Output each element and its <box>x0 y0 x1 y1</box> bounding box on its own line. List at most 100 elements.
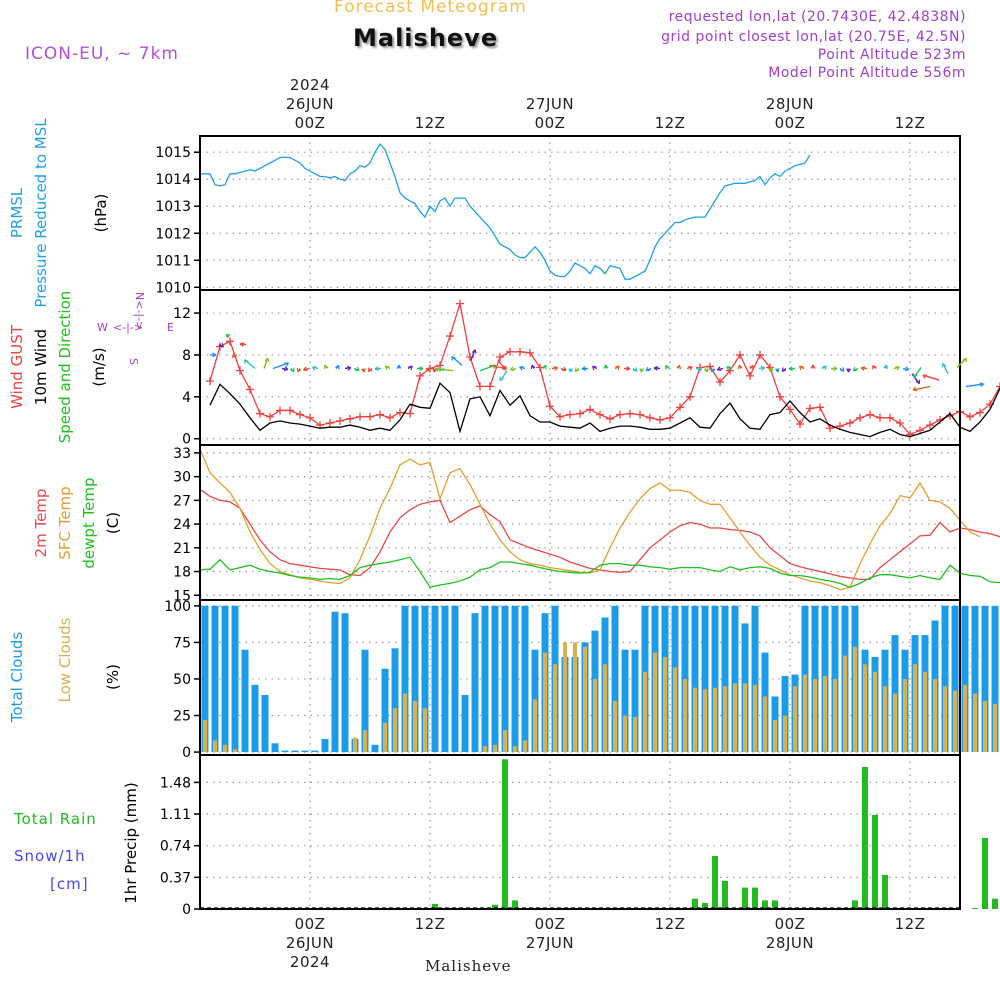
series-low-clouds-bar <box>703 689 707 753</box>
gust-marker <box>586 405 594 414</box>
series-total-clouds-bar <box>691 605 699 752</box>
time-grid <box>309 136 911 909</box>
y-tick-label: 1013 <box>155 199 191 215</box>
time-label: 27JUN <box>526 934 574 952</box>
series-total-clouds-bar <box>401 605 409 752</box>
wind-arrow <box>435 368 454 372</box>
gust-marker <box>626 409 634 418</box>
gust-marker <box>876 413 884 422</box>
wind-arrow <box>942 363 949 375</box>
wind-arrow-head <box>922 374 928 379</box>
gust-marker <box>456 299 464 308</box>
series-total-clouds-bar <box>491 605 499 752</box>
wind-arrow-head <box>434 367 440 372</box>
gust-marker <box>476 382 484 391</box>
series-low-clouds-bar <box>393 708 397 753</box>
wind-arrow-head <box>419 366 424 372</box>
wind-arrow-head <box>509 366 515 371</box>
series-low-clouds-bar <box>843 655 847 753</box>
wind-arrow-head <box>384 365 390 371</box>
wind-arrow-head <box>355 366 360 372</box>
gust-marker <box>366 412 374 421</box>
time-label: 26JUN <box>286 934 334 952</box>
wind-arrow-head <box>615 365 620 370</box>
wind-arrow-head <box>665 364 670 370</box>
gust-marker <box>446 332 454 341</box>
series-total-clouds-bar <box>281 750 289 753</box>
total-clouds-label: Total Clouds <box>8 632 26 724</box>
wind-arrow <box>965 383 984 388</box>
wind-arrow-head <box>962 357 967 363</box>
y-tick-label: 1010 <box>155 280 191 296</box>
series-total-clouds-bar <box>331 611 339 753</box>
wind-arrow-head <box>810 364 816 369</box>
wind-arrow-head <box>502 365 507 371</box>
series-low-clouds-bar <box>973 693 977 753</box>
series-low-clouds-bar <box>523 740 527 753</box>
y-tick-label: 8 <box>182 348 191 364</box>
wind-arrow-head <box>760 366 766 371</box>
series-total-clouds-bar <box>511 605 519 752</box>
time-label: 2024 <box>290 76 330 94</box>
y-tick-label: 33 <box>173 446 191 462</box>
rain-legend-label: Total Rain <box>13 810 97 828</box>
series-total-clouds-bar <box>431 605 439 752</box>
series-low-clouds-bar <box>983 700 987 753</box>
wind-arrow-head <box>312 366 317 371</box>
series-total-clouds-bar <box>751 605 759 752</box>
bottom-location-name: Malisheve <box>425 957 512 975</box>
series-low-clouds-bar <box>663 657 667 752</box>
series-total-rain-bar <box>882 874 888 909</box>
snow-unit-label: [cm] <box>50 875 89 893</box>
wind-10m-label: 10m Wind <box>32 329 50 405</box>
wind-arrow-head <box>883 364 889 370</box>
series-total-clouds-bar <box>371 744 379 753</box>
series-dewpt-temp <box>199 556 1000 589</box>
series-total-clouds-bar <box>231 605 239 752</box>
series-10m-wind <box>209 382 1000 438</box>
panel-pressure: 1010 1011 1012 1013 1014 1015 <box>155 135 961 296</box>
series-total-clouds-bar <box>631 649 639 753</box>
series-low-clouds-bar <box>513 746 517 752</box>
y-tick-label: 1.11 <box>160 807 191 823</box>
compass-vertical: N<-|-> <box>133 292 146 330</box>
time-label: 12Z <box>415 114 446 132</box>
gust-marker <box>756 350 764 359</box>
wind-arrow-head <box>904 366 910 371</box>
series-low-clouds-bar <box>623 715 627 753</box>
series-low-clouds-bar <box>423 708 427 753</box>
wind-arrow-head <box>653 366 659 371</box>
wind-arrow <box>272 362 289 370</box>
gust-marker <box>966 412 974 421</box>
gust-marker <box>406 409 414 418</box>
wind-arrow-head <box>798 365 804 371</box>
gust-marker <box>816 403 824 412</box>
wind-arrow-head <box>451 355 456 361</box>
series-total-clouds-bar <box>311 750 319 753</box>
series-total-rain-bar <box>722 880 728 909</box>
time-label: 28JUN <box>766 95 814 113</box>
y-tick-label: 75 <box>173 635 191 651</box>
y-tick-label: 100 <box>164 599 191 615</box>
wind-arrow-head <box>872 364 877 370</box>
wind-arrow-head <box>852 366 858 372</box>
gust-marker <box>326 419 334 428</box>
gust-marker <box>636 410 644 419</box>
y-tick-label: 0 <box>182 432 191 448</box>
series-low-clouds-bar <box>413 700 417 753</box>
wind-arrow-head <box>912 386 918 392</box>
gust-marker <box>246 385 254 394</box>
series-low-clouds-bar <box>643 671 647 753</box>
gust-marker <box>576 409 584 418</box>
time-label: 12Z <box>655 915 686 933</box>
series-low-clouds-bar <box>963 684 967 753</box>
gust-marker <box>256 409 264 418</box>
series-total-clouds-bar <box>211 605 219 752</box>
series-total-clouds-bar <box>241 649 249 753</box>
wind-arrow-head <box>542 364 547 370</box>
wind-arrow-head <box>290 367 295 373</box>
compass-w: W <box>97 321 108 334</box>
wind-arrow-head <box>408 365 413 371</box>
wind-arrow-head <box>499 376 504 382</box>
